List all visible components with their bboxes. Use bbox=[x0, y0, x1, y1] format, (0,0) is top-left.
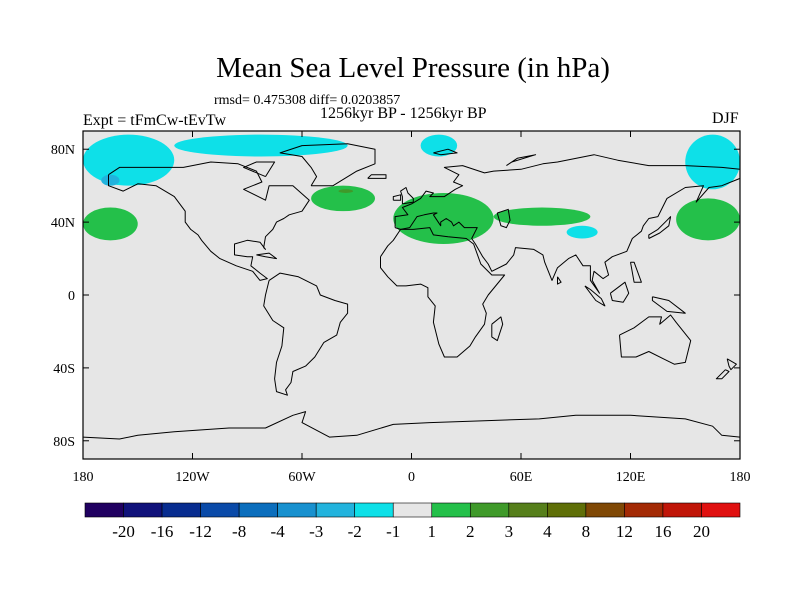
x-tick-label: 0 bbox=[408, 470, 415, 485]
anomaly-subtropical-north-pacific bbox=[83, 207, 138, 241]
coastline-new-guinea bbox=[651, 296, 686, 314]
chart-title: Mean Sea Level Pressure (in hPa) bbox=[216, 52, 610, 84]
colorbar-box bbox=[200, 502, 240, 518]
colorbar-label: -1 bbox=[386, 522, 400, 541]
coastline-caspian bbox=[496, 208, 511, 229]
x-tick-label: 60W bbox=[288, 470, 316, 485]
anomaly-north-pacific-high-lat bbox=[83, 134, 175, 186]
colorbar-label: 8 bbox=[582, 522, 591, 541]
colorbar-box bbox=[585, 502, 625, 518]
colorbar-box bbox=[624, 502, 664, 518]
anomaly-central-asia bbox=[493, 207, 591, 226]
anomaly-tibet bbox=[566, 225, 598, 239]
coastline-philippines bbox=[630, 261, 642, 283]
anomaly-north-atlantic bbox=[311, 185, 375, 212]
colorbar-label: 4 bbox=[543, 522, 552, 541]
y-tick-label: 0 bbox=[68, 289, 75, 304]
coastline-eurasia bbox=[394, 154, 740, 294]
anomaly-northwest-pacific bbox=[676, 198, 740, 241]
colorbar-label: 3 bbox=[505, 522, 514, 541]
x-tick-label: 120W bbox=[175, 470, 210, 485]
colorbar-box bbox=[547, 502, 587, 518]
colorbar-box bbox=[701, 502, 741, 518]
coastline-iceland bbox=[367, 174, 387, 179]
coastline-novaya-zemlya bbox=[506, 154, 537, 167]
y-tick-label: 80S bbox=[53, 435, 75, 450]
anomaly-svalbard bbox=[420, 134, 458, 157]
coastline-ireland bbox=[392, 194, 402, 201]
coastline-baffin bbox=[243, 161, 276, 178]
y-tick-label: 40S bbox=[53, 362, 75, 377]
coastline-new-zealand-s bbox=[715, 369, 730, 380]
rmsd-diff-stats: rmsd= 0.475308 diff= 0.0203857 bbox=[214, 93, 401, 108]
anomaly-north-atlantic-core bbox=[338, 189, 354, 193]
colorbar-label: 12 bbox=[616, 522, 633, 541]
colorbar-label: -3 bbox=[309, 522, 323, 541]
x-tick-label: 60E bbox=[510, 470, 533, 485]
coastline-cuba bbox=[256, 252, 277, 260]
colorbar-label: -8 bbox=[232, 522, 246, 541]
coastline-madagascar bbox=[491, 316, 504, 342]
colorbar-label: -20 bbox=[112, 522, 135, 541]
coastline-antarctica bbox=[83, 411, 740, 440]
colorbar-box bbox=[354, 502, 394, 518]
colorbar-box bbox=[84, 502, 124, 518]
coastline-africa bbox=[380, 227, 506, 358]
anomaly-mediterranean-europe bbox=[393, 192, 494, 244]
x-axis: 180 120W 60W 0 60E 120E 180 bbox=[73, 131, 751, 485]
colorbar-box bbox=[469, 502, 510, 518]
colorbar-label: -4 bbox=[271, 522, 286, 541]
y-tick-label: 40N bbox=[51, 216, 75, 231]
colorbar-box bbox=[161, 502, 201, 518]
x-tick-label: 180 bbox=[73, 470, 94, 485]
colorbar-box bbox=[508, 502, 548, 518]
time-period-label: 1256kyr BP - 1256kyr BP bbox=[320, 105, 487, 122]
season-label: DJF bbox=[712, 110, 739, 127]
coastline-new-zealand-n bbox=[726, 358, 737, 371]
map-background bbox=[83, 131, 740, 459]
experiment-label: Expt = tFmCw-tEvTw bbox=[83, 112, 227, 129]
y-tick-label: 80N bbox=[51, 143, 75, 158]
colorbar-box bbox=[662, 502, 702, 518]
colorbar-label: 16 bbox=[654, 522, 671, 541]
x-tick-label: 120E bbox=[616, 470, 646, 485]
coastline-svalbard-island bbox=[433, 148, 458, 156]
neutral-field bbox=[83, 131, 740, 459]
colorbar-label: -12 bbox=[189, 522, 212, 541]
anomaly-bering-core bbox=[101, 174, 120, 186]
colorbar-box bbox=[123, 502, 163, 518]
colorbar-box bbox=[238, 502, 278, 518]
colorbar-box bbox=[431, 502, 471, 518]
colorbar-label: -16 bbox=[151, 522, 174, 541]
coastline-north-america bbox=[108, 161, 310, 281]
coastline-south-america bbox=[263, 272, 349, 396]
coastline-sri-lanka bbox=[557, 276, 562, 285]
anomaly-siberian-arctic bbox=[685, 134, 740, 190]
colorbar-box bbox=[277, 502, 317, 518]
anomaly-layer bbox=[83, 134, 740, 244]
coastline-borneo bbox=[609, 281, 630, 303]
colorbar-box bbox=[392, 502, 433, 518]
colorbar-label: 1 bbox=[428, 522, 437, 541]
coastline-australia bbox=[619, 314, 692, 365]
coastline-british-isles bbox=[400, 187, 414, 205]
coastlines bbox=[83, 143, 740, 440]
colorbar-label: 2 bbox=[466, 522, 475, 541]
anomaly-central-arctic bbox=[174, 134, 348, 157]
coastline-sumatra bbox=[584, 285, 606, 307]
x-tick-label: 180 bbox=[730, 470, 751, 485]
colorbar-label: 20 bbox=[693, 522, 710, 541]
coastline-japan bbox=[648, 216, 672, 239]
coastline-greenland bbox=[279, 143, 376, 187]
colorbar-box bbox=[315, 502, 356, 518]
colorbar-label: -2 bbox=[348, 522, 362, 541]
colorbar: -20 -16 -12 -8 -4 -3 -2 -1 1 2 3 4 8 12 16 20 bbox=[84, 502, 741, 541]
y-axis: 80N 40N 0 40S 80S bbox=[51, 143, 740, 450]
